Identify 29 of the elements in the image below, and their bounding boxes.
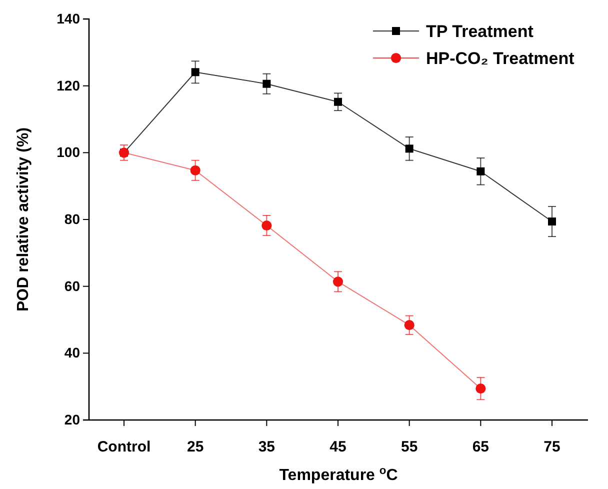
- legend-label: TP Treatment: [426, 22, 534, 41]
- point: [548, 218, 556, 226]
- point: [191, 68, 200, 76]
- y-tick-label: 140: [56, 10, 80, 26]
- point: [476, 167, 485, 176]
- point: [405, 144, 414, 153]
- y-tick-label: 100: [56, 144, 80, 160]
- y-tick-label: 80: [64, 210, 80, 227]
- x-tick-label: 65: [472, 438, 490, 456]
- y-tick-label: 40: [64, 344, 80, 361]
- x-tick-label: 25: [186, 438, 204, 456]
- y-tick-label: 60: [64, 278, 80, 294]
- y-tick-label: 20: [64, 411, 80, 428]
- x-tick-label: Control: [97, 438, 151, 456]
- x-tick-label: 35: [258, 438, 276, 456]
- x-tick-label: 75: [544, 438, 560, 456]
- y-axis-title: POD relative activity (%): [15, 127, 32, 312]
- point: [262, 80, 271, 88]
- point: [404, 320, 414, 330]
- point: [190, 165, 200, 176]
- point: [332, 276, 344, 287]
- point: [262, 220, 272, 231]
- point: [476, 384, 486, 394]
- x-tick-label: 55: [400, 438, 418, 456]
- legend-label: HP-CO₂ Treatment: [426, 49, 575, 68]
- x-tick-label: 45: [330, 438, 346, 456]
- x-axis-title: Temperature $^{o}$C: [279, 465, 398, 484]
- y-tick-label: 120: [56, 77, 80, 94]
- point: [334, 98, 342, 106]
